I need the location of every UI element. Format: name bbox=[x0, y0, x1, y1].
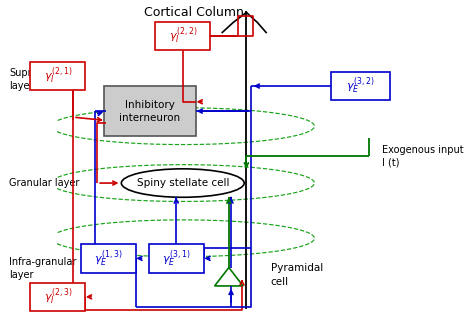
Polygon shape bbox=[215, 267, 243, 286]
Text: Pyramidal
cell: Pyramidal cell bbox=[271, 263, 323, 287]
Text: $\gamma_I^{(2,3)}$: $\gamma_I^{(2,3)}$ bbox=[44, 286, 72, 307]
FancyBboxPatch shape bbox=[155, 22, 210, 50]
FancyBboxPatch shape bbox=[149, 244, 204, 272]
Ellipse shape bbox=[121, 169, 244, 197]
Text: $\gamma_E^{(1,3)}$: $\gamma_E^{(1,3)}$ bbox=[94, 248, 122, 269]
Text: $\gamma_E^{(3,1)}$: $\gamma_E^{(3,1)}$ bbox=[162, 248, 191, 269]
Text: Granular layer: Granular layer bbox=[9, 178, 80, 188]
Text: Spiny stellate cell: Spiny stellate cell bbox=[137, 178, 229, 188]
Text: Inhibitory
interneuron: Inhibitory interneuron bbox=[119, 99, 181, 123]
FancyBboxPatch shape bbox=[331, 72, 390, 100]
FancyBboxPatch shape bbox=[104, 86, 196, 136]
Text: Exogenous input
I (t): Exogenous input I (t) bbox=[383, 145, 464, 168]
Text: Supra-granular
layer: Supra-granular layer bbox=[9, 68, 83, 90]
Text: Cortical Column: Cortical Column bbox=[144, 6, 244, 19]
FancyBboxPatch shape bbox=[81, 244, 136, 272]
FancyBboxPatch shape bbox=[30, 62, 85, 90]
Text: $\gamma_I^{(2,1)}$: $\gamma_I^{(2,1)}$ bbox=[44, 66, 72, 86]
FancyBboxPatch shape bbox=[30, 283, 85, 311]
Text: $\gamma_E^{(3,2)}$: $\gamma_E^{(3,2)}$ bbox=[346, 76, 374, 96]
Text: Infra-granular
layer: Infra-granular layer bbox=[9, 257, 77, 280]
Text: $\gamma_I^{(2,2)}$: $\gamma_I^{(2,2)}$ bbox=[169, 26, 197, 46]
